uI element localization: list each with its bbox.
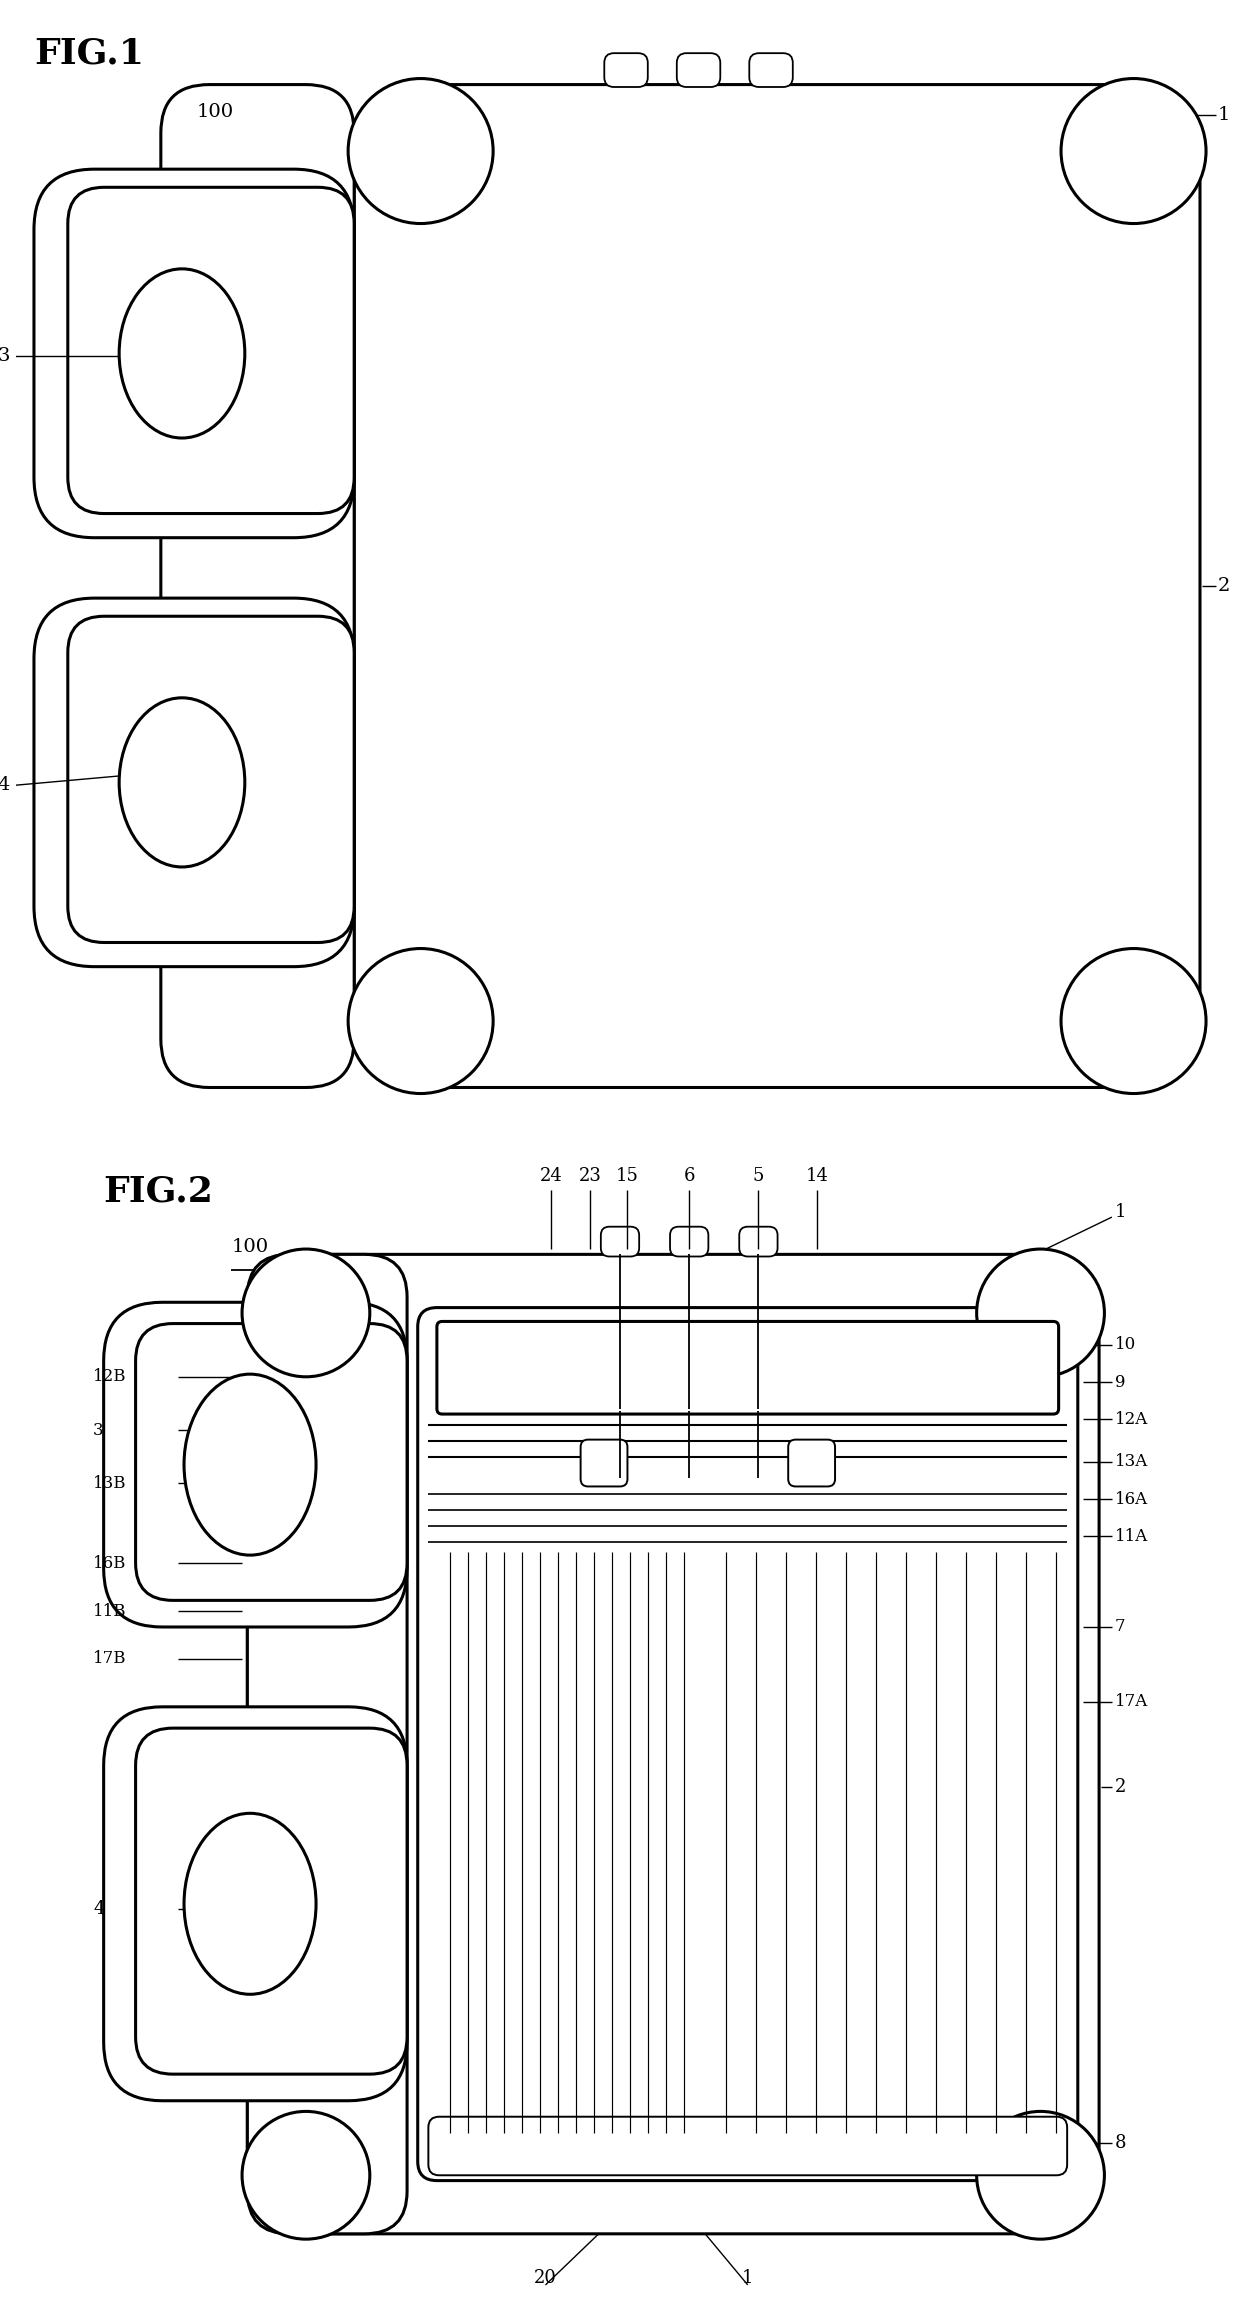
Text: 3: 3	[93, 1422, 104, 1438]
Circle shape	[977, 1250, 1105, 1377]
Text: FIG.1: FIG.1	[33, 37, 144, 70]
Text: 2: 2	[1218, 577, 1230, 596]
Text: 15: 15	[616, 1166, 639, 1185]
Text: 100: 100	[197, 102, 234, 121]
FancyBboxPatch shape	[135, 1324, 407, 1600]
Text: 1: 1	[1115, 1204, 1127, 1220]
Circle shape	[1061, 948, 1207, 1095]
FancyBboxPatch shape	[670, 1227, 708, 1257]
Text: 20: 20	[534, 2268, 557, 2287]
FancyBboxPatch shape	[601, 1227, 639, 1257]
Text: 16A: 16A	[1115, 1491, 1148, 1507]
FancyBboxPatch shape	[33, 598, 355, 967]
FancyBboxPatch shape	[355, 83, 1200, 1088]
Text: 13B: 13B	[93, 1475, 126, 1491]
FancyBboxPatch shape	[247, 1255, 407, 2233]
Text: 16B: 16B	[93, 1554, 126, 1572]
Text: 7: 7	[1115, 1619, 1126, 1635]
FancyBboxPatch shape	[789, 1440, 835, 1486]
Circle shape	[348, 79, 494, 223]
FancyBboxPatch shape	[604, 53, 647, 88]
Text: 3: 3	[0, 348, 10, 366]
Text: 13A: 13A	[1115, 1454, 1148, 1470]
Text: 1: 1	[742, 2268, 754, 2287]
Circle shape	[1061, 79, 1207, 223]
Text: 100: 100	[232, 1238, 269, 1257]
Text: 9: 9	[1115, 1373, 1126, 1391]
Text: 10: 10	[1115, 1336, 1136, 1354]
Text: 11A: 11A	[1115, 1528, 1148, 1544]
Text: 17B: 17B	[93, 1651, 126, 1667]
Text: 24: 24	[539, 1166, 562, 1185]
FancyBboxPatch shape	[247, 1255, 1099, 2233]
Circle shape	[242, 1250, 370, 1377]
FancyBboxPatch shape	[418, 1308, 1078, 2180]
Text: 17A: 17A	[1115, 1693, 1148, 1709]
Text: 23: 23	[579, 1166, 601, 1185]
FancyBboxPatch shape	[161, 83, 355, 1088]
FancyBboxPatch shape	[104, 1707, 407, 2101]
Ellipse shape	[184, 1375, 316, 1556]
Circle shape	[977, 2110, 1105, 2240]
Text: 2: 2	[1115, 1779, 1126, 1795]
Text: 12B: 12B	[93, 1368, 126, 1384]
Text: 6: 6	[683, 1166, 694, 1185]
Circle shape	[348, 948, 494, 1095]
Ellipse shape	[119, 698, 244, 867]
FancyBboxPatch shape	[428, 2117, 1068, 2175]
FancyBboxPatch shape	[33, 169, 355, 538]
Text: 12A: 12A	[1115, 1410, 1148, 1429]
FancyBboxPatch shape	[436, 1322, 1059, 1415]
FancyBboxPatch shape	[739, 1227, 777, 1257]
Text: 1: 1	[1218, 107, 1230, 123]
FancyBboxPatch shape	[677, 53, 720, 88]
Text: 4: 4	[93, 1899, 104, 1918]
FancyBboxPatch shape	[68, 188, 355, 512]
Circle shape	[242, 2110, 370, 2240]
FancyBboxPatch shape	[104, 1303, 407, 1628]
Text: 14: 14	[806, 1166, 828, 1185]
Ellipse shape	[184, 1813, 316, 1994]
FancyBboxPatch shape	[135, 1728, 407, 2073]
Text: 11B: 11B	[93, 1602, 126, 1619]
FancyBboxPatch shape	[68, 617, 355, 942]
Ellipse shape	[119, 269, 244, 438]
Text: 4: 4	[0, 777, 10, 795]
Text: FIG.2: FIG.2	[104, 1173, 213, 1208]
Text: 5: 5	[753, 1166, 764, 1185]
FancyBboxPatch shape	[580, 1440, 627, 1486]
FancyBboxPatch shape	[749, 53, 792, 88]
Text: 8: 8	[1115, 2133, 1127, 2152]
